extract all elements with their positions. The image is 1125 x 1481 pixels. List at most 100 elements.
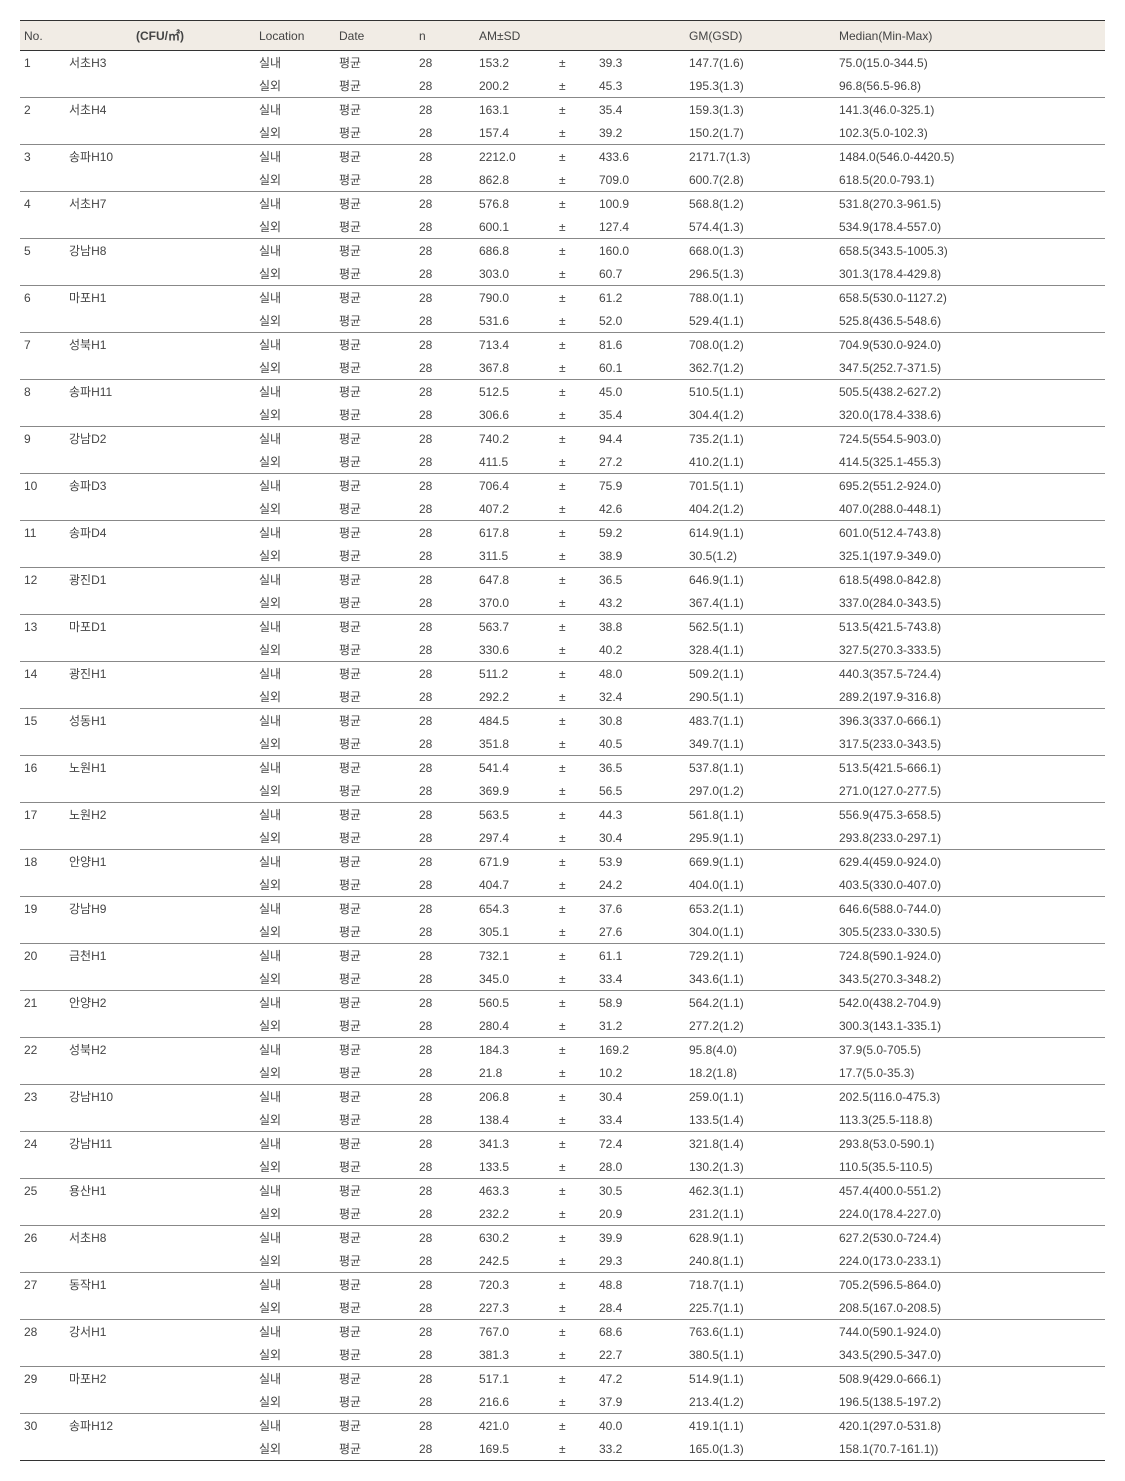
cell-location: 실외 bbox=[255, 356, 335, 380]
cell-median: 658.5(343.5-1005.3) bbox=[835, 239, 1105, 263]
cell-cfu bbox=[65, 873, 255, 897]
cell-median: 744.0(590.1-924.0) bbox=[835, 1320, 1105, 1344]
cell-median: 534.9(178.4-557.0) bbox=[835, 215, 1105, 239]
cell-date: 평균 bbox=[335, 1132, 415, 1156]
cell-n: 28 bbox=[415, 497, 475, 521]
cell-location: 실외 bbox=[255, 1343, 335, 1367]
cell-cfu: 송파D3 bbox=[65, 474, 255, 498]
cell-cfu bbox=[65, 1390, 255, 1414]
cell-location: 실내 bbox=[255, 427, 335, 451]
cell-median: 1484.0(546.0-4420.5) bbox=[835, 145, 1105, 169]
cell-median: 343.5(290.5-347.0) bbox=[835, 1343, 1105, 1367]
cell-no: 19 bbox=[20, 897, 65, 921]
cell-n: 28 bbox=[415, 403, 475, 427]
cell-location: 실내 bbox=[255, 333, 335, 357]
cell-date: 평균 bbox=[335, 756, 415, 780]
cell-cfu bbox=[65, 1155, 255, 1179]
cell-no bbox=[20, 591, 65, 615]
cell-pm: ± bbox=[555, 1038, 595, 1062]
cell-pm: ± bbox=[555, 168, 595, 192]
table-row: 실외평균28292.2±32.4290.5(1.1)289.2(197.9-31… bbox=[20, 685, 1105, 709]
cell-date: 평균 bbox=[335, 286, 415, 310]
cell-median: 403.5(330.0-407.0) bbox=[835, 873, 1105, 897]
table-row: 25용산H1실내평균28463.3±30.5462.3(1.1)457.4(40… bbox=[20, 1179, 1105, 1203]
cell-cfu bbox=[65, 74, 255, 98]
table-row: 11송파D4실내평균28617.8±59.2614.9(1.1)601.0(51… bbox=[20, 521, 1105, 545]
cell-no bbox=[20, 1155, 65, 1179]
cell-cfu: 서초H8 bbox=[65, 1226, 255, 1250]
cell-am: 297.4 bbox=[475, 826, 555, 850]
cell-sd: 127.4 bbox=[595, 215, 685, 239]
table-row: 7성북H1실내평균28713.4±81.6708.0(1.2)704.9(530… bbox=[20, 333, 1105, 357]
cell-location: 실외 bbox=[255, 779, 335, 803]
cell-gm: 150.2(1.7) bbox=[685, 121, 835, 145]
cell-median: 110.5(35.5-110.5) bbox=[835, 1155, 1105, 1179]
cell-cfu: 노원H1 bbox=[65, 756, 255, 780]
cell-pm: ± bbox=[555, 380, 595, 404]
cell-location: 실내 bbox=[255, 1320, 335, 1344]
cell-n: 28 bbox=[415, 356, 475, 380]
cell-no bbox=[20, 1390, 65, 1414]
cell-n: 28 bbox=[415, 826, 475, 850]
cell-gm: 708.0(1.2) bbox=[685, 333, 835, 357]
cell-n: 28 bbox=[415, 1437, 475, 1461]
cell-median: 271.0(127.0-277.5) bbox=[835, 779, 1105, 803]
cell-pm: ± bbox=[555, 1320, 595, 1344]
cell-gm: 462.3(1.1) bbox=[685, 1179, 835, 1203]
cell-am: 630.2 bbox=[475, 1226, 555, 1250]
cell-pm: ± bbox=[555, 1014, 595, 1038]
table-row: 실외평균28862.8±709.0600.7(2.8)618.5(20.0-79… bbox=[20, 168, 1105, 192]
cell-sd: 40.5 bbox=[595, 732, 685, 756]
cell-sd: 39.3 bbox=[595, 51, 685, 75]
cell-am: 563.7 bbox=[475, 615, 555, 639]
cell-am: 706.4 bbox=[475, 474, 555, 498]
cell-no: 5 bbox=[20, 239, 65, 263]
cell-sd: 27.2 bbox=[595, 450, 685, 474]
col-location: Location bbox=[255, 21, 335, 51]
cell-sd: 59.2 bbox=[595, 521, 685, 545]
cell-cfu: 강남D2 bbox=[65, 427, 255, 451]
table-row: 29마포H2실내평균28517.1±47.2514.9(1.1)508.9(42… bbox=[20, 1367, 1105, 1391]
cell-median: 695.2(551.2-924.0) bbox=[835, 474, 1105, 498]
cell-n: 28 bbox=[415, 897, 475, 921]
cell-cfu bbox=[65, 638, 255, 662]
cell-location: 실내 bbox=[255, 1132, 335, 1156]
cell-gm: 343.6(1.1) bbox=[685, 967, 835, 991]
cell-median: 158.1(70.7-161.1)) bbox=[835, 1437, 1105, 1461]
cell-cfu: 송파H11 bbox=[65, 380, 255, 404]
cell-am: 138.4 bbox=[475, 1108, 555, 1132]
cell-n: 28 bbox=[415, 1108, 475, 1132]
cell-location: 실내 bbox=[255, 803, 335, 827]
cell-sd: 27.6 bbox=[595, 920, 685, 944]
cell-n: 28 bbox=[415, 380, 475, 404]
cell-pm: ± bbox=[555, 1061, 595, 1085]
col-amsd: AM±SD bbox=[475, 21, 685, 51]
cell-n: 28 bbox=[415, 1390, 475, 1414]
table-row: 실외평균28297.4±30.4295.9(1.1)293.8(233.0-29… bbox=[20, 826, 1105, 850]
cell-median: 601.0(512.4-743.8) bbox=[835, 521, 1105, 545]
cell-median: 347.5(252.7-371.5) bbox=[835, 356, 1105, 380]
cell-am: 200.2 bbox=[475, 74, 555, 98]
cell-date: 평균 bbox=[335, 1179, 415, 1203]
cell-cfu: 용산H1 bbox=[65, 1179, 255, 1203]
cell-no bbox=[20, 873, 65, 897]
table-row: 실외평균28280.4±31.2277.2(1.2)300.3(143.1-33… bbox=[20, 1014, 1105, 1038]
cell-n: 28 bbox=[415, 98, 475, 122]
table-row: 실외평균28369.9±56.5297.0(1.2)271.0(127.0-27… bbox=[20, 779, 1105, 803]
cell-sd: 72.4 bbox=[595, 1132, 685, 1156]
cell-pm: ± bbox=[555, 427, 595, 451]
cell-location: 실외 bbox=[255, 1108, 335, 1132]
cell-am: 720.3 bbox=[475, 1273, 555, 1297]
cell-cfu bbox=[65, 1202, 255, 1226]
cell-n: 28 bbox=[415, 944, 475, 968]
cell-median: 440.3(357.5-724.4) bbox=[835, 662, 1105, 686]
cell-n: 28 bbox=[415, 615, 475, 639]
cell-pm: ± bbox=[555, 944, 595, 968]
cell-am: 305.1 bbox=[475, 920, 555, 944]
cell-am: 511.2 bbox=[475, 662, 555, 686]
cell-n: 28 bbox=[415, 1014, 475, 1038]
table-row: 15성동H1실내평균28484.5±30.8483.7(1.1)396.3(33… bbox=[20, 709, 1105, 733]
cell-n: 28 bbox=[415, 427, 475, 451]
cell-pm: ± bbox=[555, 662, 595, 686]
cell-no: 13 bbox=[20, 615, 65, 639]
